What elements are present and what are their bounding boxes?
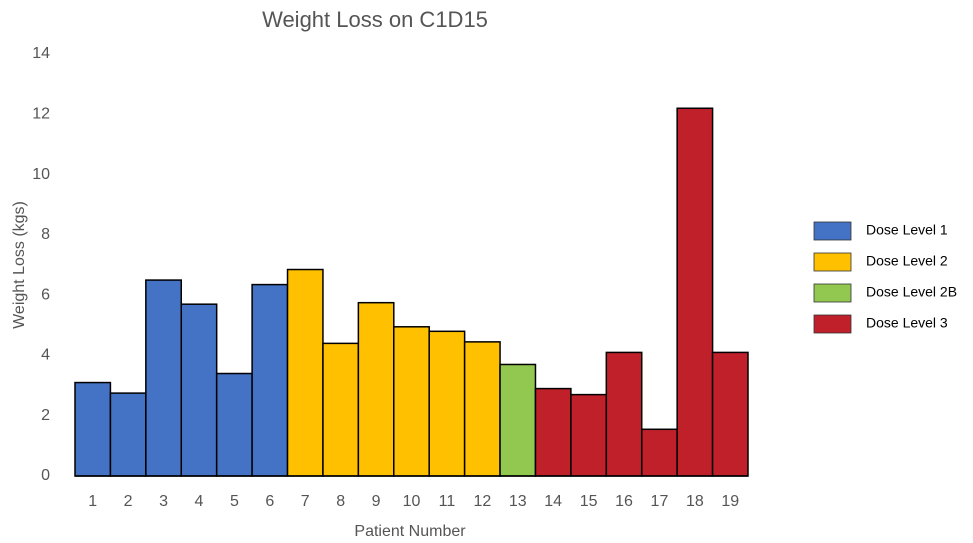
x-tick-label: 1 — [88, 493, 97, 510]
x-axis-label: Patient Number — [354, 523, 466, 540]
chart-title: Weight Loss on C1D15 — [262, 7, 488, 32]
x-tick-label: 16 — [615, 493, 633, 510]
bar — [711, 351, 749, 477]
x-tick-label: 14 — [544, 493, 562, 510]
legend-label: Dose Level 3 — [866, 315, 948, 331]
bar — [215, 372, 253, 477]
y-axis-label: Weight Loss (kgs) — [11, 201, 28, 329]
x-tick-label: 9 — [372, 493, 381, 510]
legend-label: Dose Level 1 — [866, 222, 948, 238]
x-tick-label: 11 — [439, 493, 456, 510]
legend-swatch — [813, 252, 852, 272]
x-tick-label: 4 — [195, 493, 204, 510]
y-tick-label: 12 — [32, 106, 50, 123]
x-tick-label: 10 — [403, 493, 421, 510]
bar — [393, 326, 430, 477]
x-tick-label: 18 — [686, 493, 704, 510]
bar — [605, 351, 643, 477]
y-tick-label: 8 — [41, 226, 50, 243]
bar — [145, 279, 183, 477]
legend-swatch — [813, 221, 852, 241]
bar — [286, 268, 324, 477]
y-tick-label: 6 — [41, 286, 50, 303]
x-tick-label: 3 — [159, 493, 168, 510]
bar — [534, 387, 572, 477]
legend-label: Dose Level 2 — [866, 253, 948, 269]
bar — [109, 392, 147, 477]
bar — [357, 301, 395, 477]
bar — [74, 381, 112, 477]
bar — [499, 363, 537, 477]
y-tick-label: 14 — [32, 45, 50, 62]
bar — [676, 107, 714, 477]
x-tick-label: 13 — [509, 493, 527, 510]
x-tick-label: 5 — [230, 493, 239, 510]
bar — [463, 341, 501, 477]
x-tick-label: 2 — [124, 493, 133, 510]
legend-label: Dose Level 2B — [866, 284, 957, 300]
x-tick-label: 8 — [336, 493, 345, 510]
y-tick-label: 0 — [41, 467, 50, 484]
bar — [251, 283, 289, 477]
x-tick-label: 19 — [721, 493, 739, 510]
x-tick-label: 6 — [265, 493, 274, 510]
bar — [322, 342, 360, 477]
x-tick-label: 17 — [651, 493, 669, 510]
y-tick-label: 2 — [41, 407, 50, 424]
legend-swatch — [813, 314, 852, 334]
bar — [428, 330, 466, 477]
x-tick-label: 7 — [301, 493, 310, 510]
bar — [180, 303, 218, 477]
x-tick-label: 15 — [580, 493, 598, 510]
bar — [640, 428, 678, 477]
legend-swatch — [813, 283, 852, 303]
bar — [570, 393, 608, 477]
x-tick-label: 12 — [473, 493, 491, 510]
y-tick-label: 10 — [32, 166, 50, 183]
y-tick-label: 4 — [41, 347, 50, 364]
